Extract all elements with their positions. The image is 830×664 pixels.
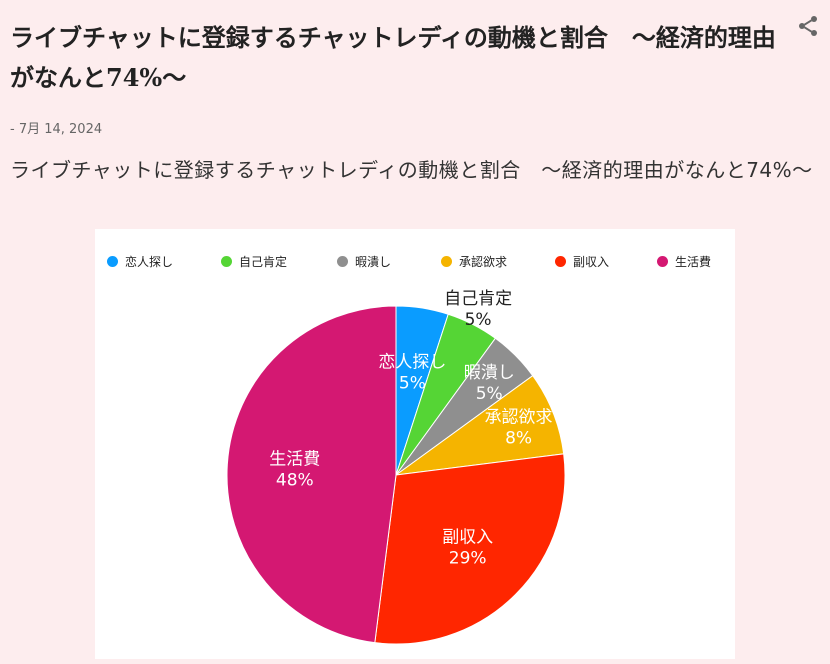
legend-label: 自己肯定 (239, 255, 288, 269)
legend-item: 生活費 (657, 253, 711, 270)
legend-swatch (337, 256, 348, 267)
legend-item: 暇潰し (337, 253, 391, 270)
legend-item: 恋人探し (107, 253, 173, 270)
slice-category-label: 暇潰し (464, 363, 515, 383)
legend-swatch (107, 256, 118, 267)
post-body-heading: ライブチャットに登録するチャットレディの動機と割合 ～経済的理由がなんと74%～ (10, 158, 813, 182)
legend-label: 暇潰し (355, 255, 392, 269)
legend-item: 承認欲求 (441, 253, 507, 270)
slice-category-label: 生活費 (269, 450, 320, 470)
legend-label: 生活費 (675, 255, 712, 269)
pie-chart: 恋人探し 自己肯定 暇潰し 承認欲求 副収入 生活費 恋人探し 5% 自己肯定 5% 暇潰し 5% 承… (95, 229, 735, 659)
slice-category-label: 副収入 (442, 528, 493, 548)
legend-swatch (441, 256, 452, 267)
legend-item: 自己肯定 (221, 253, 287, 270)
pie-slice (374, 453, 566, 645)
slice-value-label: 8% (505, 428, 532, 448)
slice-value-label: 29% (449, 549, 487, 569)
slice-value-label: 5% (399, 374, 426, 394)
pie-slice (226, 305, 397, 644)
legend-swatch (657, 256, 668, 267)
slice-category-label: 自己肯定 (444, 289, 512, 309)
slice-category-label: 恋人探し (378, 352, 446, 373)
legend-swatch (555, 256, 566, 267)
legend-label: 副収入 (573, 255, 610, 269)
chart-legend: 恋人探し 自己肯定 暇潰し 承認欲求 副収入 生活費 (95, 253, 735, 273)
share-icon[interactable] (796, 14, 820, 38)
slice-value-label: 5% (476, 384, 503, 404)
legend-swatch (221, 256, 232, 267)
slice-value-label: 5% (465, 310, 492, 330)
legend-label: 恋人探し (125, 255, 174, 269)
post-title: ライブチャットに登録するチャットレディの動機と割合 ～経済的理由がなんと74%～ (10, 23, 776, 92)
legend-label: 承認欲求 (459, 255, 508, 269)
slice-value-label: 48% (276, 471, 314, 491)
legend-item: 副収入 (555, 253, 609, 270)
post-date: - 7月 14, 2024 (10, 122, 103, 137)
slice-category-label: 承認欲求 (485, 407, 553, 427)
